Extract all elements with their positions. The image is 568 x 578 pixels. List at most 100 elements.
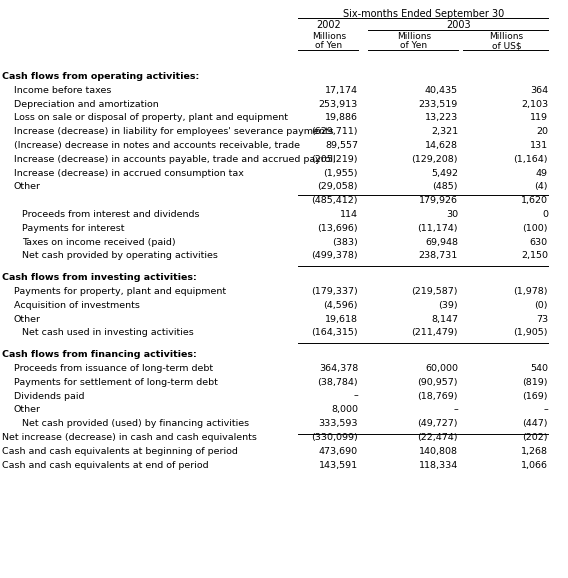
Text: (4,596): (4,596) <box>324 301 358 310</box>
Text: (4): (4) <box>534 183 548 191</box>
Text: 30: 30 <box>446 210 458 219</box>
Text: Taxes on income received (paid): Taxes on income received (paid) <box>22 238 176 247</box>
Text: Proceeds from interest and dividends: Proceeds from interest and dividends <box>22 210 199 219</box>
Text: (383): (383) <box>332 238 358 247</box>
Text: (100): (100) <box>523 224 548 233</box>
Text: Depreciation and amortization: Depreciation and amortization <box>14 99 158 109</box>
Text: 8,147: 8,147 <box>431 314 458 324</box>
Text: Net cash provided by operating activities: Net cash provided by operating activitie… <box>22 251 218 261</box>
Text: Net cash provided (used) by financing activities: Net cash provided (used) by financing ac… <box>22 419 249 428</box>
Text: 119: 119 <box>530 113 548 123</box>
Text: Other: Other <box>14 314 41 324</box>
Text: 2,103: 2,103 <box>521 99 548 109</box>
Text: 364,378: 364,378 <box>319 364 358 373</box>
Text: 473,690: 473,690 <box>319 447 358 456</box>
Text: 2,321: 2,321 <box>431 127 458 136</box>
Text: (819): (819) <box>523 378 548 387</box>
Text: 19,886: 19,886 <box>325 113 358 123</box>
Text: Net increase (decrease) in cash and cash equivalents: Net increase (decrease) in cash and cash… <box>2 433 257 442</box>
Text: of US$: of US$ <box>492 41 521 50</box>
Text: Cash and cash equivalents at end of period: Cash and cash equivalents at end of peri… <box>2 461 208 469</box>
Text: (Increase) decrease in notes and accounts receivable, trade: (Increase) decrease in notes and account… <box>14 141 300 150</box>
Text: Other: Other <box>14 183 41 191</box>
Text: Cash flows from financing activities:: Cash flows from financing activities: <box>2 350 197 359</box>
Text: (49,727): (49,727) <box>417 419 458 428</box>
Text: Payments for settlement of long-term debt: Payments for settlement of long-term deb… <box>14 378 218 387</box>
Text: (0): (0) <box>534 301 548 310</box>
Text: Increase (decrease) in liability for employees' severance payments: Increase (decrease) in liability for emp… <box>14 127 333 136</box>
Text: Cash and cash equivalents at beginning of period: Cash and cash equivalents at beginning o… <box>2 447 238 456</box>
Text: (202): (202) <box>523 433 548 442</box>
Text: 1,620: 1,620 <box>521 196 548 205</box>
Text: 540: 540 <box>530 364 548 373</box>
Text: 118,334: 118,334 <box>419 461 458 469</box>
Text: (1,978): (1,978) <box>513 287 548 296</box>
Text: (485,412): (485,412) <box>311 196 358 205</box>
Text: (29,058): (29,058) <box>318 183 358 191</box>
Text: (38,784): (38,784) <box>318 378 358 387</box>
Text: Dividends paid: Dividends paid <box>14 392 85 401</box>
Text: Cash flows from operating activities:: Cash flows from operating activities: <box>2 72 199 81</box>
Text: (1,164): (1,164) <box>513 155 548 164</box>
Text: Six-months Ended September 30: Six-months Ended September 30 <box>344 9 504 19</box>
Text: 2003: 2003 <box>446 20 471 30</box>
Text: 49: 49 <box>536 169 548 177</box>
Text: Loss on sale or disposal of property, plant and equipment: Loss on sale or disposal of property, pl… <box>14 113 288 123</box>
Text: 131: 131 <box>530 141 548 150</box>
Text: 630: 630 <box>530 238 548 247</box>
Text: (11,174): (11,174) <box>417 224 458 233</box>
Text: (22,474): (22,474) <box>417 433 458 442</box>
Text: (13,696): (13,696) <box>318 224 358 233</box>
Text: 73: 73 <box>536 314 548 324</box>
Text: (39): (39) <box>438 301 458 310</box>
Text: 238,731: 238,731 <box>419 251 458 261</box>
Text: Cash flows from investing activities:: Cash flows from investing activities: <box>2 273 197 282</box>
Text: –: – <box>453 405 458 414</box>
Text: 19,618: 19,618 <box>325 314 358 324</box>
Text: 40,435: 40,435 <box>425 86 458 95</box>
Text: Acquisition of investments: Acquisition of investments <box>14 301 140 310</box>
Text: (219,587): (219,587) <box>411 287 458 296</box>
Text: 13,223: 13,223 <box>425 113 458 123</box>
Text: 0: 0 <box>542 210 548 219</box>
Text: (629,711): (629,711) <box>311 127 358 136</box>
Text: Other: Other <box>14 405 41 414</box>
Text: 1,066: 1,066 <box>521 461 548 469</box>
Text: (1,955): (1,955) <box>324 169 358 177</box>
Text: (169): (169) <box>523 392 548 401</box>
Text: 140,808: 140,808 <box>419 447 458 456</box>
Text: 333,593: 333,593 <box>319 419 358 428</box>
Text: 14,628: 14,628 <box>425 141 458 150</box>
Text: Payments for property, plant and equipment: Payments for property, plant and equipme… <box>14 287 226 296</box>
Text: 89,557: 89,557 <box>325 141 358 150</box>
Text: Proceeds from issuance of long-term debt: Proceeds from issuance of long-term debt <box>14 364 213 373</box>
Text: Millions: Millions <box>490 32 524 41</box>
Text: 17,174: 17,174 <box>325 86 358 95</box>
Text: Income before taxes: Income before taxes <box>14 86 111 95</box>
Text: Increase (decrease) in accounts payable, trade and accrued payroll: Increase (decrease) in accounts payable,… <box>14 155 336 164</box>
Text: (485): (485) <box>432 183 458 191</box>
Text: 2002: 2002 <box>316 20 341 30</box>
Text: 143,591: 143,591 <box>319 461 358 469</box>
Text: (211,479): (211,479) <box>411 328 458 338</box>
Text: 69,948: 69,948 <box>425 238 458 247</box>
Text: (499,378): (499,378) <box>311 251 358 261</box>
Text: (164,315): (164,315) <box>311 328 358 338</box>
Text: –: – <box>543 405 548 414</box>
Text: –: – <box>353 392 358 401</box>
Text: 253,913: 253,913 <box>319 99 358 109</box>
Text: (1,905): (1,905) <box>513 328 548 338</box>
Text: of Yen: of Yen <box>315 41 343 50</box>
Text: 179,926: 179,926 <box>419 196 458 205</box>
Text: 8,000: 8,000 <box>331 405 358 414</box>
Text: 114: 114 <box>340 210 358 219</box>
Text: 5,492: 5,492 <box>431 169 458 177</box>
Text: 233,519: 233,519 <box>419 99 458 109</box>
Text: (330,099): (330,099) <box>311 433 358 442</box>
Text: Increase (decrease) in accrued consumption tax: Increase (decrease) in accrued consumpti… <box>14 169 244 177</box>
Text: 60,000: 60,000 <box>425 364 458 373</box>
Text: 2,150: 2,150 <box>521 251 548 261</box>
Text: (447): (447) <box>523 419 548 428</box>
Text: (179,337): (179,337) <box>311 287 358 296</box>
Text: (18,769): (18,769) <box>417 392 458 401</box>
